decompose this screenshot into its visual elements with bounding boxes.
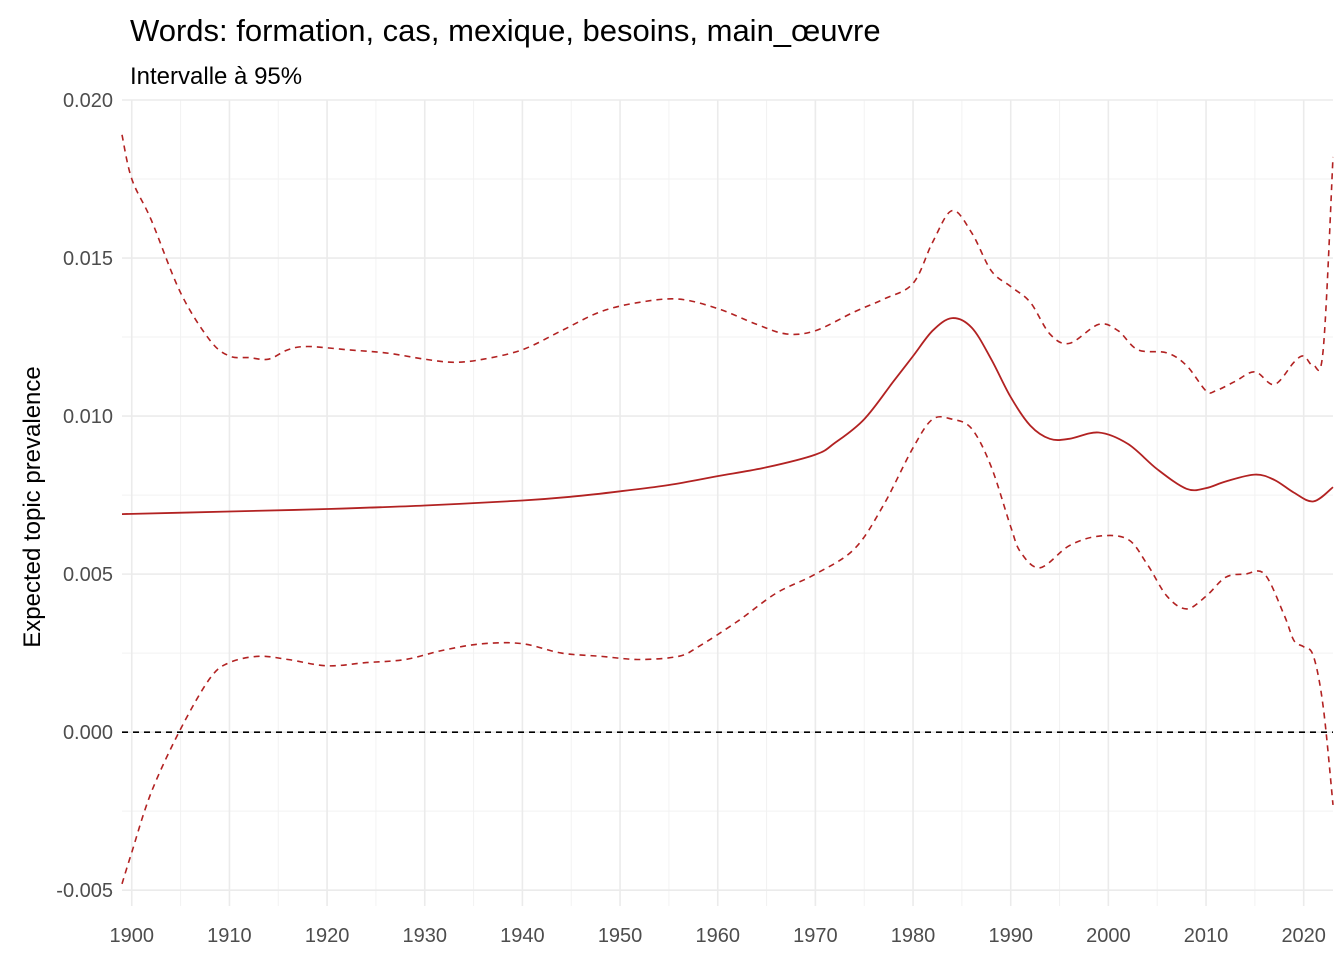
y-tick-label: 0.020 (63, 90, 113, 112)
x-tick-label: 1950 (598, 925, 643, 947)
x-tick-label: 1910 (207, 925, 252, 947)
y-axis-title: Expected topic prevalence (19, 366, 46, 648)
series-line-lower-ci (121, 415, 1334, 885)
x-tick-label: 1900 (110, 925, 155, 947)
y-tick-label: 0.005 (63, 564, 113, 586)
series-group (121, 134, 1334, 885)
y-tick-label: 0.000 (63, 722, 113, 744)
grid (122, 99, 1333, 906)
x-tick-label: 2010 (1184, 925, 1229, 947)
x-tick-label: 1930 (403, 925, 448, 947)
x-tick-label: 2020 (1281, 925, 1326, 947)
x-tick-label: 2000 (1086, 925, 1131, 947)
x-tick-label: 1970 (793, 925, 838, 947)
x-tick-label: 1990 (988, 925, 1033, 947)
series-line-upper-ci (121, 134, 1334, 394)
tick-labels: 1900 1910 1920 1930 1940 1950 1960 1970 1980 1990… (56, 90, 1326, 947)
chart-subtitle: Intervalle à 95% (130, 63, 302, 90)
chart-title: Words: formation, cas, mexique, besoins,… (130, 13, 881, 48)
x-tick-label: 1920 (305, 925, 350, 947)
y-tick-label: 0.010 (63, 406, 113, 428)
series-line-estimate (121, 317, 1334, 515)
x-tick-label: 1980 (891, 925, 936, 947)
y-tick-label: -0.005 (56, 880, 113, 902)
x-tick-label: 1960 (695, 925, 740, 947)
x-tick-label: 1940 (500, 925, 545, 947)
y-tick-label: 0.015 (63, 248, 113, 270)
